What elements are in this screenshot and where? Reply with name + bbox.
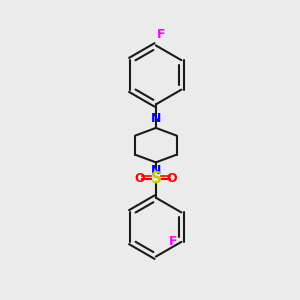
- Text: O: O: [134, 172, 145, 185]
- Text: N: N: [151, 164, 161, 177]
- Text: O: O: [167, 172, 177, 185]
- Text: F: F: [158, 28, 166, 41]
- Text: F: F: [169, 236, 177, 248]
- Text: S: S: [150, 171, 161, 186]
- Text: N: N: [151, 112, 161, 125]
